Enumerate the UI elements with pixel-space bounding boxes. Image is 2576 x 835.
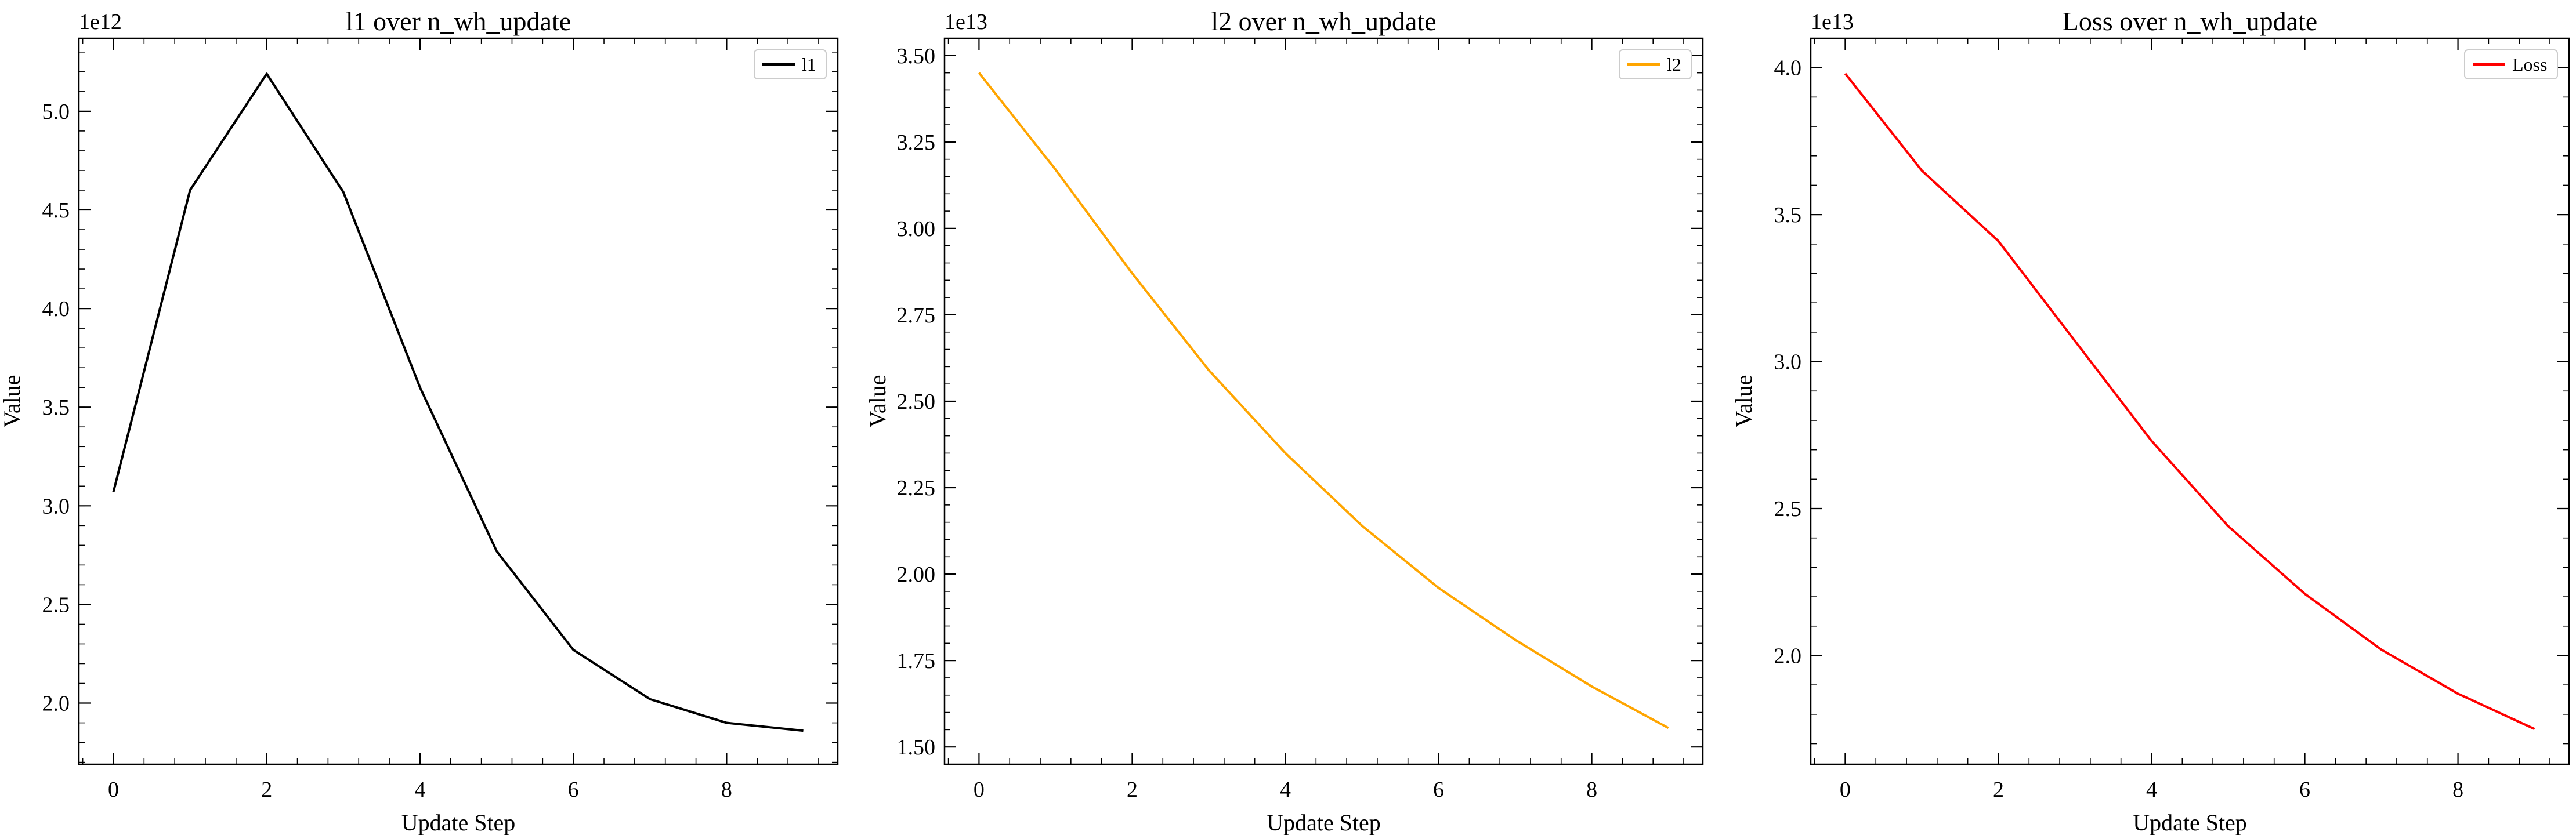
chart-panel-loss: 0 2 4 6 8 2.0 2.5 3.0 3.5 4.0 Loss Loss over n_wh_u…: [1731, 6, 2570, 835]
axis-offset-label: 1e12: [79, 10, 122, 34]
y-tick-label: 2.00: [897, 562, 936, 587]
plot-frame: [1810, 37, 2570, 765]
y-tick-label: 2.25: [897, 476, 936, 500]
legend-label: l2: [1667, 54, 1681, 75]
axis-offset-label: 1e13: [1811, 10, 1854, 34]
y-axis-label: Value: [864, 375, 891, 427]
y-tick-label: 4.0: [1774, 56, 1802, 81]
series-line-l2: [978, 72, 1669, 729]
chart-panel-l2: 0 2 4 6 8 1.50 1.75 2.00 2.25 2.50 2.75 3.00 3.25 3.5…: [864, 6, 1704, 835]
y-tick-label: 3.0: [1774, 350, 1802, 375]
x-tick-label: 0: [1840, 778, 1851, 802]
x-tick-label: 2: [1127, 778, 1138, 802]
y-tick-label: 4.5: [42, 198, 70, 223]
chart-title: Loss over n_wh_update: [2063, 6, 2317, 36]
y-tick-label: 5.0: [42, 100, 70, 124]
x-tick-label: 6: [2299, 778, 2310, 802]
y-tick-label: 2.50: [897, 390, 936, 414]
x-axis-label: Update Step: [1267, 809, 1381, 835]
y-tick-label: 2.0: [42, 692, 70, 716]
plot-frame: [78, 37, 839, 765]
y-axis-label: Value: [0, 375, 25, 427]
x-tick-label: 4: [1280, 778, 1291, 802]
x-tick-label: 8: [2452, 778, 2463, 802]
y-tick-label: 3.50: [897, 44, 936, 68]
legend-box: [2464, 49, 2558, 79]
legend-label: Loss: [2512, 54, 2547, 75]
x-axis-label: Update Step: [401, 809, 516, 835]
x-tick-label: 2: [261, 778, 272, 802]
y-tick-label: 3.5: [1774, 203, 1802, 227]
series-line-l1: [112, 72, 804, 732]
y-tick-label: 3.00: [897, 217, 936, 241]
x-tick-label: 6: [568, 778, 579, 802]
y-axis-label: Value: [1731, 375, 1757, 427]
x-tick-label: 8: [721, 778, 732, 802]
series-line-loss: [1844, 72, 2535, 730]
y-tick-label: 3.5: [42, 395, 70, 420]
x-tick-label: 0: [108, 778, 119, 802]
x-tick-label: 2: [1993, 778, 2004, 802]
plot-frame: [943, 37, 1704, 765]
y-tick-label: 1.75: [897, 649, 936, 673]
chart-title: l1 over n_wh_update: [346, 6, 571, 36]
y-tick-label: 2.5: [42, 593, 70, 617]
y-tick-label: 3.0: [42, 494, 70, 518]
y-tick-label: 4.0: [42, 297, 70, 321]
x-tick-label: 0: [974, 778, 985, 802]
x-tick-label: 4: [414, 778, 425, 802]
x-tick-label: 6: [1433, 778, 1444, 802]
x-tick-label: 4: [2146, 778, 2157, 802]
y-tick-label: 1.50: [897, 735, 936, 760]
chart-title: l2 over n_wh_update: [1211, 6, 1436, 36]
y-tick-label: 3.25: [897, 130, 936, 155]
legend-label: l1: [802, 54, 816, 75]
y-tick-label: 2.5: [1774, 497, 1802, 521]
x-axis-label: Update Step: [2133, 809, 2247, 835]
y-tick-label: 2.0: [1774, 644, 1802, 668]
x-tick-label: 8: [1586, 778, 1597, 802]
y-tick-label: 2.75: [897, 303, 936, 328]
axis-offset-label: 1e13: [945, 10, 987, 34]
chart-panel-l1: 0 2 4 6 8 2.0 2.5 3.0 3.5 4.0 4.5 5.0 l1 l1 over n_wh…: [0, 6, 839, 835]
